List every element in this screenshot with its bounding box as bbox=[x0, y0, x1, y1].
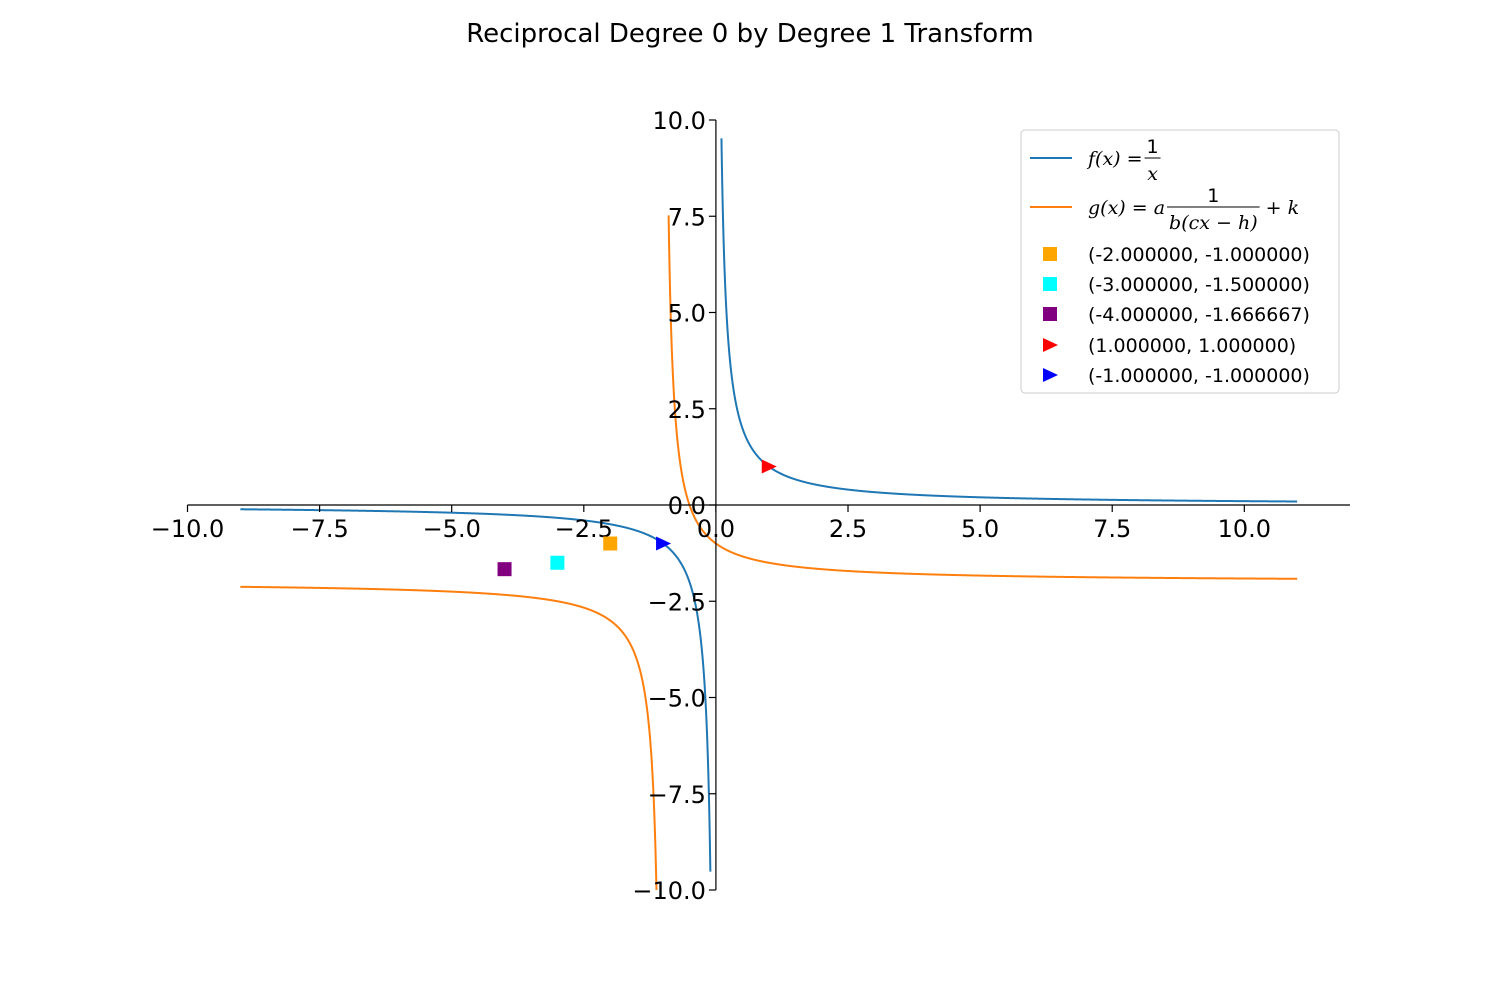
x-tick-label: −7.5 bbox=[290, 515, 348, 543]
legend-formula-2-rhs: + k bbox=[1266, 197, 1299, 219]
markers-layer bbox=[497, 459, 777, 577]
y-tick-label: 2.5 bbox=[668, 396, 706, 424]
legend-marker-4 bbox=[1043, 338, 1058, 352]
data-point-5 bbox=[656, 536, 672, 551]
data-point-4 bbox=[761, 459, 777, 474]
legend-label-point-4: (1.000000, 1.000000) bbox=[1088, 335, 1296, 357]
legend-label-point-5: (-1.000000, -1.000000) bbox=[1088, 365, 1310, 387]
series-line-1 bbox=[240, 138, 1298, 872]
x-tick-label: 5.0 bbox=[961, 515, 999, 543]
x-tick-label: 10.0 bbox=[1218, 515, 1271, 543]
legend-formula-2-lhs: g(x) = a bbox=[1088, 197, 1165, 219]
legend-formula-1-lhs: f(x) = bbox=[1086, 148, 1143, 170]
x-tick-label: 2.5 bbox=[829, 515, 867, 543]
chart-title: Reciprocal Degree 0 by Degree 1 Transfor… bbox=[466, 19, 1034, 49]
legend-marker-3 bbox=[1043, 307, 1057, 321]
curves-layer bbox=[240, 138, 1298, 890]
data-point-1 bbox=[603, 536, 618, 551]
legend-label-point-1: (-2.000000, -1.000000) bbox=[1088, 244, 1310, 266]
legend-formula-2-denominator: b(cx − h) bbox=[1169, 212, 1258, 234]
legend-marker-2 bbox=[1043, 277, 1057, 291]
legend-formula-1-denominator: x bbox=[1147, 163, 1158, 185]
legend-label-1: f(x) = x 1 bbox=[1086, 136, 1161, 185]
legend-frame bbox=[1020, 129, 1340, 394]
axes-layer: −10.0 −7.5 −5.0 −2.5 0.0 2.5 5.0 7.5 10.0−10.0−7… bbox=[151, 107, 1350, 905]
legend-label-point-3: (-4.000000, -1.666667) bbox=[1088, 304, 1310, 326]
y-tick-label: 0.0 bbox=[668, 492, 706, 520]
x-tick-label: −5.0 bbox=[423, 515, 481, 543]
y-tick-label: −10.0 bbox=[632, 877, 706, 905]
legend-formula-2-numerator: 1 bbox=[1207, 185, 1219, 207]
y-tick-label: 7.5 bbox=[668, 203, 706, 231]
legend-marker-1 bbox=[1043, 247, 1057, 261]
legend-label-2: g(x) = ab(cx − h) 1 + k bbox=[1088, 185, 1299, 234]
legend: f(x) = x 1 g(x) = ab(cx − h) 1 + k (-2.000000… bbox=[1020, 129, 1340, 394]
legend-formula-1-numerator: 1 bbox=[1147, 136, 1159, 158]
legend-marker-5 bbox=[1043, 368, 1058, 382]
x-tick-label: 0.0 bbox=[697, 515, 735, 543]
y-tick-label: −2.5 bbox=[648, 588, 706, 616]
data-point-3 bbox=[497, 562, 512, 577]
x-tick-label: 7.5 bbox=[1093, 515, 1131, 543]
y-tick-label: −7.5 bbox=[648, 781, 706, 809]
x-tick-label: −10.0 bbox=[151, 515, 225, 543]
legend-label-point-2: (-3.000000, -1.500000) bbox=[1088, 274, 1310, 296]
y-tick-label: −5.0 bbox=[648, 685, 706, 713]
data-point-2 bbox=[550, 555, 565, 570]
y-tick-label: 5.0 bbox=[668, 300, 706, 328]
y-tick-label: 10.0 bbox=[652, 107, 705, 135]
series-line-2 bbox=[240, 215, 1298, 890]
